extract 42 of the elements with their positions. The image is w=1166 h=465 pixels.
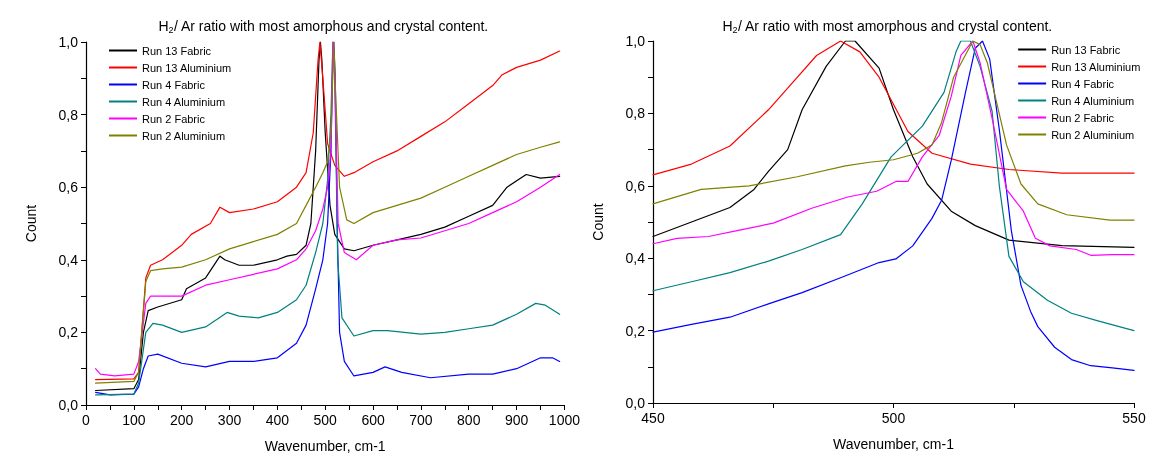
x-tick-label: 550 — [1122, 410, 1146, 426]
legend-label: Run 2 Fabric — [142, 112, 206, 125]
y-tick-label: 1,0 — [58, 34, 79, 50]
x-tick-label: 300 — [217, 412, 242, 428]
y-tick-label: 0,6 — [58, 179, 79, 196]
legend-label: Run 2 Aluminium — [1051, 128, 1135, 141]
y-tick-label: 0,6 — [625, 177, 646, 194]
x-axis-title: Wavenumber, cm-1 — [264, 438, 386, 454]
legend-label: Run 2 Fabric — [1051, 111, 1115, 124]
x-tick-label: 400 — [265, 412, 290, 428]
legend-label: Run 13 Fabric — [1051, 43, 1121, 56]
legend-label: Run 4 Aluminium — [142, 95, 226, 108]
legend-label: Run 13 Fabric — [142, 44, 212, 57]
x-tick-label: 800 — [457, 412, 481, 428]
legend-label: Run 2 Aluminium — [142, 129, 226, 142]
x-tick-label: 700 — [409, 412, 433, 428]
y-axis-title: Count — [23, 204, 39, 243]
x-tick-label: 1000 — [548, 412, 581, 428]
x-tick-label: 500 — [313, 412, 338, 428]
x-tick-label: 600 — [361, 412, 385, 428]
y-tick-label: 0,2 — [58, 324, 79, 341]
y-tick-label: 0,0 — [625, 395, 646, 411]
legend-label: Run 4 Fabric — [142, 78, 206, 91]
legend-label: Run 4 Aluminium — [1051, 94, 1135, 107]
legend-label: Run 13 Aluminium — [1051, 60, 1141, 73]
legend-label: Run 13 Aluminium — [142, 61, 232, 74]
x-tick-label: 500 — [881, 410, 906, 426]
y-tick-label: 1,0 — [625, 33, 646, 49]
x-tick-label: 200 — [170, 412, 194, 428]
y-tick-label: 0,4 — [625, 250, 646, 267]
y-tick-label: 0,0 — [58, 397, 79, 413]
x-tick-label: 0 — [82, 412, 91, 428]
x-axis-title: Wavenumber, cm-1 — [833, 436, 955, 452]
x-tick-label: 450 — [641, 410, 665, 426]
legend-label: Run 4 Fabric — [1051, 77, 1115, 90]
x-tick-label: 100 — [122, 412, 146, 428]
y-tick-label: 0,4 — [58, 251, 79, 268]
y-tick-label: 0,8 — [625, 105, 646, 122]
x-tick-label: 900 — [504, 412, 529, 428]
y-axis-title: Count — [590, 203, 606, 241]
y-tick-label: 0,8 — [58, 106, 79, 123]
y-tick-label: 0,2 — [625, 322, 646, 339]
